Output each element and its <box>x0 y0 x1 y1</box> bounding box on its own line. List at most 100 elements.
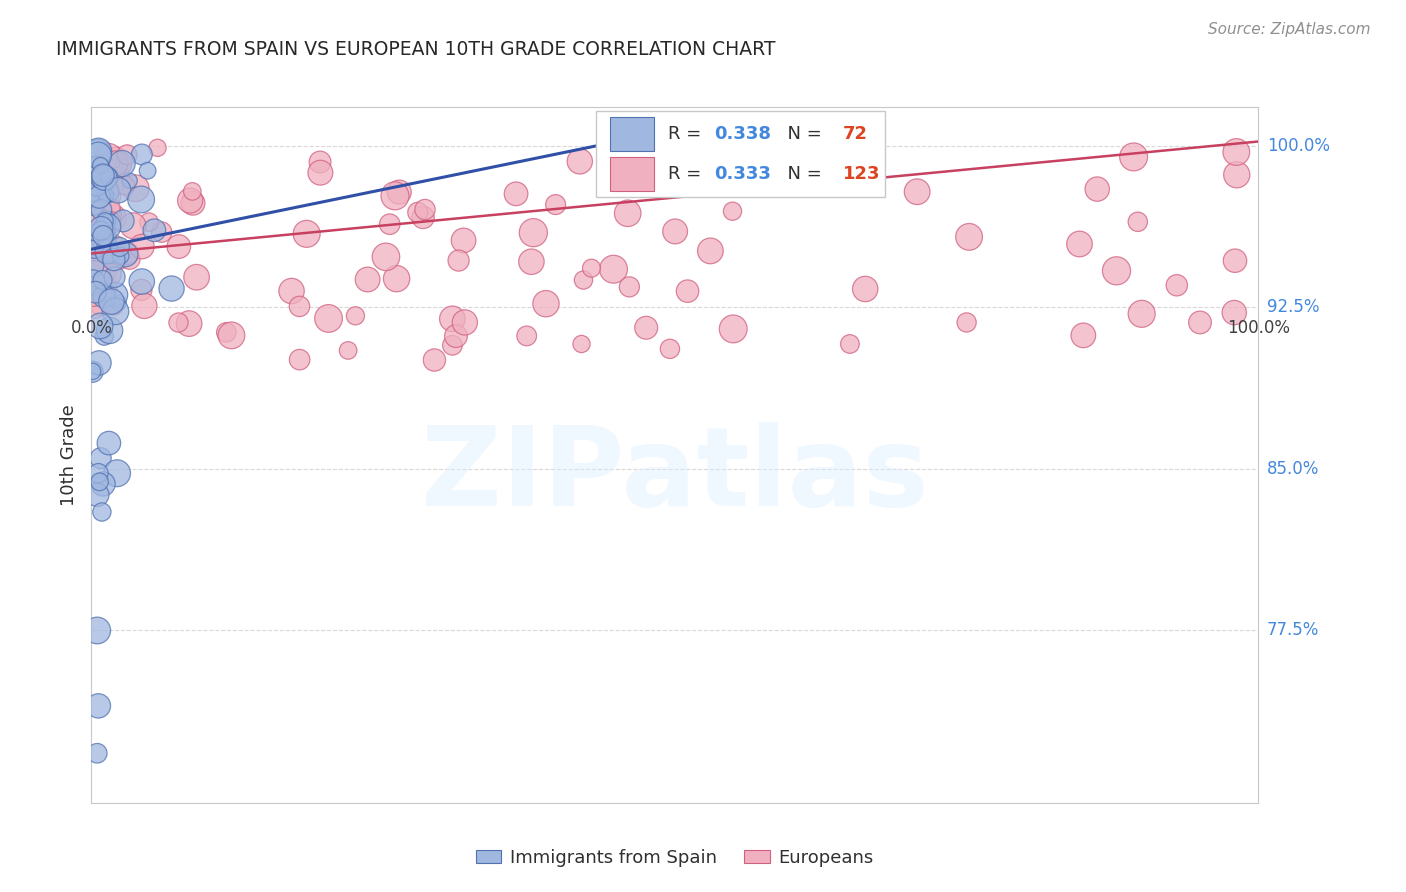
Text: 85.0%: 85.0% <box>1267 460 1319 478</box>
Text: N =: N = <box>776 125 828 143</box>
Point <box>150 225 173 239</box>
Point <box>146 141 169 155</box>
Point <box>1130 307 1153 321</box>
Point <box>86 162 108 177</box>
Point <box>288 352 311 367</box>
Point <box>111 156 134 170</box>
Point <box>112 214 135 228</box>
Point <box>388 185 411 199</box>
Point <box>96 188 118 202</box>
Point <box>1073 328 1095 343</box>
Point <box>117 246 139 260</box>
Point <box>93 231 115 245</box>
Point <box>544 197 567 211</box>
Point <box>110 249 132 263</box>
Point <box>522 226 544 240</box>
Point <box>412 211 434 225</box>
Point <box>129 193 152 207</box>
Text: 0.338: 0.338 <box>714 125 772 143</box>
Point <box>83 242 105 256</box>
Point <box>93 231 115 245</box>
Point <box>98 268 121 282</box>
Point <box>181 185 204 199</box>
Text: Source: ZipAtlas.com: Source: ZipAtlas.com <box>1208 22 1371 37</box>
Point <box>787 179 810 194</box>
Point <box>318 311 340 326</box>
Point <box>98 323 121 337</box>
Point <box>143 223 166 237</box>
Point <box>93 227 115 242</box>
Point <box>107 183 129 197</box>
Point <box>636 320 658 334</box>
Point <box>87 145 110 160</box>
Point <box>423 353 446 368</box>
Text: 72: 72 <box>844 125 868 143</box>
Point <box>104 156 127 170</box>
Text: N =: N = <box>776 165 828 183</box>
Point <box>413 202 436 217</box>
Point <box>104 270 127 285</box>
Point <box>94 188 117 202</box>
Point <box>82 365 104 379</box>
Point <box>1223 253 1246 268</box>
Point <box>89 475 111 489</box>
Point <box>90 221 112 235</box>
Point <box>406 205 429 219</box>
Point <box>1189 315 1212 329</box>
Point <box>100 247 122 261</box>
Point <box>82 288 104 302</box>
Point <box>87 698 110 713</box>
Text: IMMIGRANTS FROM SPAIN VS EUROPEAN 10TH GRADE CORRELATION CHART: IMMIGRANTS FROM SPAIN VS EUROPEAN 10TH G… <box>56 40 776 59</box>
Point <box>97 436 120 450</box>
Point <box>83 231 105 245</box>
Point <box>97 150 120 164</box>
Point <box>87 356 110 370</box>
Point <box>87 148 110 162</box>
Point <box>98 170 121 185</box>
Point <box>1166 278 1188 293</box>
Point <box>179 194 201 208</box>
Point <box>107 251 129 265</box>
Point <box>93 290 115 304</box>
Point <box>138 215 160 229</box>
Point <box>568 154 591 169</box>
Legend: Immigrants from Spain, Europeans: Immigrants from Spain, Europeans <box>468 841 882 874</box>
Point <box>658 342 681 356</box>
Text: 100.0%: 100.0% <box>1227 319 1289 337</box>
Point <box>356 272 378 286</box>
Point <box>100 294 122 309</box>
Point <box>131 275 153 289</box>
Point <box>571 337 593 351</box>
Point <box>93 170 115 185</box>
Point <box>131 283 153 297</box>
Point <box>97 219 120 234</box>
Point <box>852 176 875 190</box>
Point <box>957 230 980 244</box>
Point <box>1126 215 1149 229</box>
Point <box>91 477 114 491</box>
Point <box>93 329 115 343</box>
Point <box>96 245 118 260</box>
Point <box>572 273 595 287</box>
Point <box>82 165 104 179</box>
Point <box>82 259 104 273</box>
Point <box>384 189 406 203</box>
Point <box>108 240 131 254</box>
Point <box>83 300 105 314</box>
Point <box>505 186 527 201</box>
Point <box>93 170 115 185</box>
Point <box>444 329 467 343</box>
Text: R =: R = <box>668 125 707 143</box>
Point <box>616 206 638 220</box>
Point <box>91 273 114 287</box>
Point <box>441 311 464 326</box>
Point <box>344 309 367 323</box>
Point <box>337 343 360 358</box>
Point <box>97 185 120 199</box>
Point <box>1069 237 1091 252</box>
Point <box>136 163 159 178</box>
Point <box>115 147 138 161</box>
Text: 0.0%: 0.0% <box>70 319 112 337</box>
Point <box>104 287 127 301</box>
Point <box>84 226 107 240</box>
